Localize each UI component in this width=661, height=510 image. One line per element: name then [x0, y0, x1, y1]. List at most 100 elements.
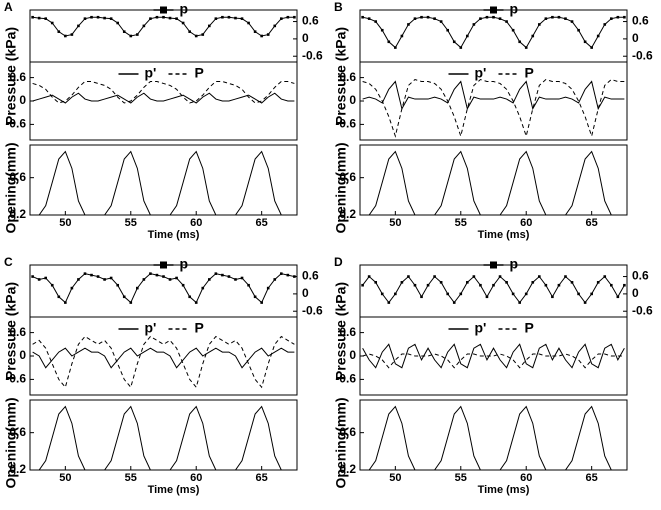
data-point — [37, 278, 41, 281]
data-point — [590, 292, 593, 296]
x-tick-label: 65 — [256, 472, 268, 484]
legend-label: p — [510, 256, 519, 272]
y-tick-label: 0 — [349, 348, 356, 362]
data-point — [50, 283, 54, 287]
data-point — [596, 34, 600, 38]
legend-label: p' — [145, 320, 157, 336]
legend-label: P — [525, 320, 534, 336]
data-point — [96, 15, 100, 19]
x-axis-label: Time (ms) — [478, 484, 530, 496]
data-point — [201, 286, 205, 290]
y-axis-label: Opening(mm) — [3, 398, 19, 489]
data-point — [374, 20, 378, 23]
data-point — [531, 281, 535, 284]
plot-frame — [359, 264, 628, 318]
data-point — [188, 30, 191, 33]
x-tick-label: 55 — [455, 217, 467, 229]
y-tick-label: 0.6 — [632, 14, 649, 28]
data-point — [273, 278, 277, 281]
data-point — [96, 275, 100, 278]
series-line — [32, 405, 295, 470]
data-point — [57, 295, 61, 299]
y-tick-label: -0.6 — [5, 372, 26, 386]
panel-label: B — [334, 0, 343, 14]
data-point — [472, 275, 476, 278]
data-point — [253, 295, 257, 299]
x-tick-label: 65 — [586, 217, 598, 229]
data-point — [109, 17, 113, 20]
data-point — [266, 286, 270, 290]
x-axis-label: Time (ms) — [148, 229, 200, 241]
legend-marker — [490, 261, 497, 269]
data-point — [452, 40, 456, 44]
data-point — [492, 283, 495, 287]
x-tick-label: 55 — [455, 472, 467, 484]
data-point — [221, 273, 224, 277]
plot-frame — [359, 144, 628, 216]
x-tick-label: 60 — [520, 472, 532, 484]
data-point — [293, 275, 296, 278]
data-point — [380, 28, 384, 32]
data-point — [70, 286, 74, 290]
data-point — [616, 295, 620, 299]
y-tick-label: 0 — [19, 93, 26, 107]
data-point — [452, 301, 456, 304]
data-point — [240, 276, 244, 280]
data-point — [103, 16, 106, 20]
data-point — [564, 275, 567, 278]
y-tick-label: 0.6 — [339, 425, 356, 439]
data-point — [426, 15, 430, 19]
plot-frame — [29, 144, 298, 216]
data-point — [77, 24, 80, 28]
data-point — [407, 275, 410, 278]
x-tick-label: 60 — [520, 217, 532, 229]
data-point — [214, 17, 218, 20]
data-point — [544, 17, 548, 20]
x-axis-label: Time (ms) — [148, 484, 200, 496]
data-point — [609, 283, 613, 287]
data-point — [109, 276, 113, 280]
data-point — [518, 301, 521, 304]
data-point — [227, 275, 231, 278]
data-point — [485, 15, 489, 19]
data-point — [603, 23, 607, 26]
y-tick-label: 0.2 — [339, 462, 356, 476]
data-point — [286, 15, 290, 19]
x-tick-label: 60 — [190, 217, 202, 229]
data-point — [459, 46, 463, 49]
data-point — [37, 16, 41, 20]
y-tick-label: -0.6 — [302, 303, 323, 317]
data-point — [413, 283, 417, 287]
data-point — [234, 16, 237, 20]
data-point — [136, 286, 139, 290]
data-point — [551, 295, 554, 299]
data-point — [407, 23, 410, 26]
series-line — [32, 16, 295, 37]
data-point — [479, 17, 482, 20]
data-point — [524, 292, 528, 296]
legend-label: p — [180, 1, 189, 17]
y-tick-label: -0.6 — [5, 117, 26, 131]
data-point — [374, 281, 378, 284]
data-point — [57, 30, 61, 33]
x-tick-label: 65 — [256, 217, 268, 229]
legend-marker — [160, 261, 167, 269]
data-point — [44, 17, 48, 20]
data-point — [162, 275, 165, 278]
data-point — [609, 17, 613, 20]
data-point — [439, 20, 443, 23]
y-tick-label: 0.2 — [9, 207, 26, 221]
plot-frame — [29, 316, 298, 396]
data-point — [149, 17, 152, 20]
data-point — [433, 275, 436, 278]
data-point — [181, 21, 185, 25]
x-tick-label: 50 — [389, 472, 401, 484]
y-tick-label: 0.6 — [632, 269, 649, 283]
data-point — [83, 17, 87, 20]
data-point — [387, 40, 391, 44]
data-point — [544, 283, 548, 287]
y-tick-label: 0 — [632, 286, 639, 300]
y-tick-label: 0.2 — [339, 207, 356, 221]
data-point — [466, 34, 469, 38]
data-point — [194, 34, 198, 38]
